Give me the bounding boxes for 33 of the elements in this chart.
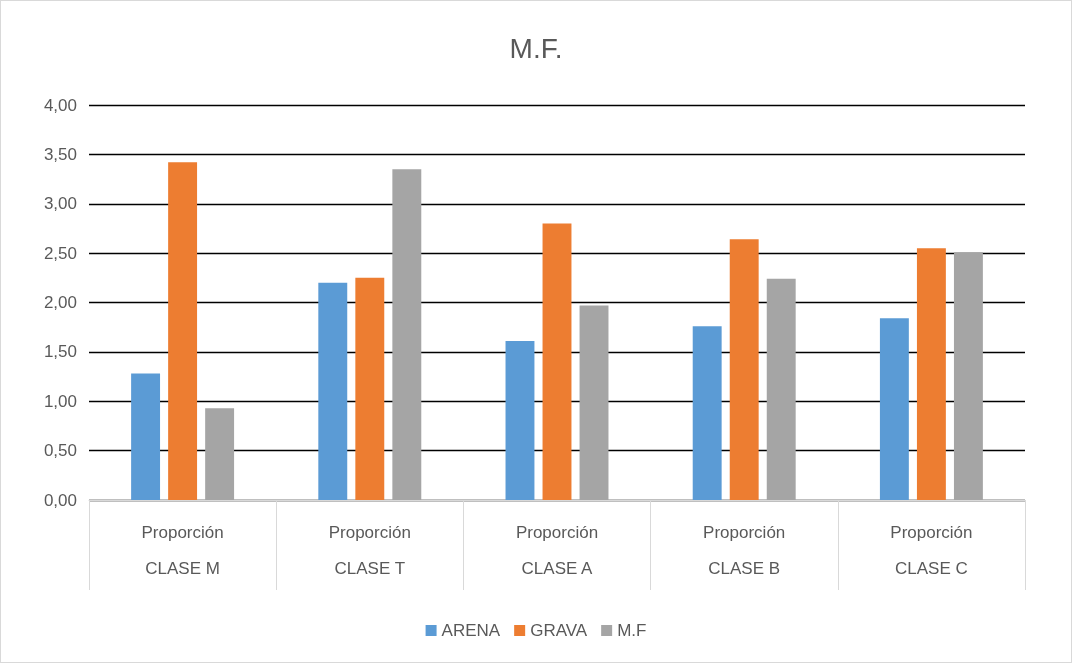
bar bbox=[953, 252, 983, 500]
y-tick-label: 2,50 bbox=[43, 243, 77, 263]
y-tick-label: 2,00 bbox=[43, 293, 77, 312]
legend-label: ARENA bbox=[441, 621, 501, 640]
chart-title: M.F. bbox=[509, 32, 563, 64]
bar bbox=[542, 223, 572, 500]
bar bbox=[729, 239, 759, 500]
y-tick-label: 0,50 bbox=[43, 441, 77, 461]
bar bbox=[355, 277, 385, 500]
bar bbox=[392, 169, 422, 500]
bar bbox=[692, 326, 722, 500]
y-tick-label: 1,50 bbox=[43, 342, 77, 362]
x-tick-label: Proporción CLASE C bbox=[890, 522, 973, 578]
legend-label: M.F bbox=[617, 621, 647, 640]
x-tick-label: Proporción CLASE B bbox=[703, 522, 786, 578]
y-tick-label: 1,00 bbox=[43, 391, 77, 411]
y-tick-label: 3,50 bbox=[43, 144, 77, 164]
bar bbox=[131, 373, 161, 500]
bar bbox=[916, 248, 946, 500]
x-tick-label: Proporción CLASE M bbox=[141, 522, 224, 578]
x-tick-label: Proporción CLASE T bbox=[328, 522, 411, 578]
bar bbox=[879, 318, 909, 500]
y-tick-label: 4,00 bbox=[43, 95, 77, 115]
bar bbox=[205, 408, 235, 500]
y-tick-label: 0,00 bbox=[43, 490, 77, 510]
bar bbox=[505, 341, 535, 500]
bar bbox=[318, 282, 348, 500]
bar bbox=[579, 305, 609, 500]
x-tick-label: Proporción CLASE A bbox=[515, 522, 599, 578]
y-tick-label: 3,00 bbox=[43, 194, 77, 214]
legend-label: GRAVA bbox=[530, 621, 588, 640]
bar bbox=[168, 162, 198, 500]
bar bbox=[766, 278, 796, 500]
